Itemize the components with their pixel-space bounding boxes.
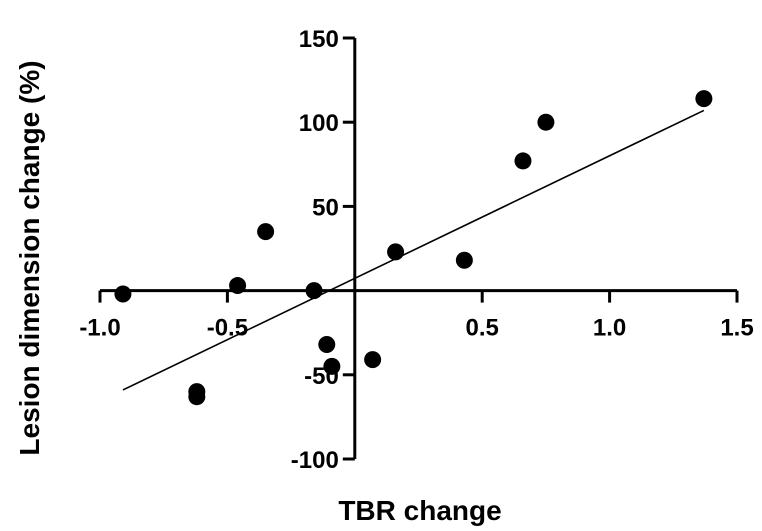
data-point [514,152,532,170]
y-tick-label: 150 [299,26,339,53]
x-tick-label: 1.5 [720,315,753,342]
axes [100,38,737,459]
data-point [455,251,473,269]
x-tick-label: -1.0 [79,315,120,342]
data-point [364,351,382,369]
data-point [188,388,206,406]
x-tick-label: 0.5 [466,315,499,342]
data-point [537,113,555,131]
y-tick-label: -100 [291,447,339,474]
data-points [114,90,713,406]
data-point [114,285,132,303]
y-axis-title: Lesion dimension change (%) [14,60,45,455]
data-point [323,357,341,375]
data-point [305,282,323,300]
x-axis-title: TBR change [338,495,501,526]
y-tick-label: 100 [299,110,339,137]
regression-line-group [122,109,705,391]
regression-line [122,109,705,391]
ticks [98,36,739,461]
data-point [387,243,405,261]
data-point [318,335,336,353]
data-point [229,277,247,295]
y-tick-label: 50 [312,194,339,221]
x-tick-label: 1.0 [593,315,626,342]
data-point [695,90,713,108]
x-tick-label: -0.5 [207,315,248,342]
data-point [257,223,275,241]
